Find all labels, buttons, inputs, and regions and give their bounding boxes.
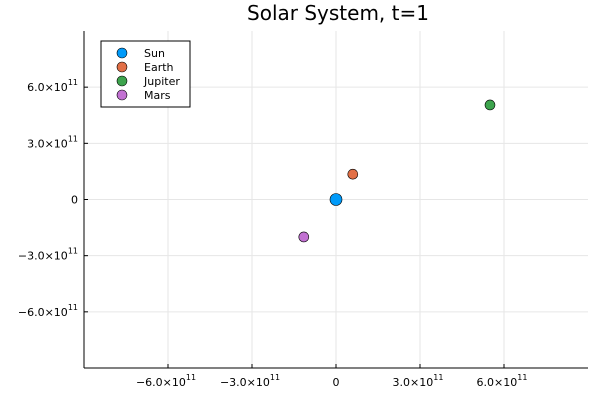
x-tick-label-mantissa: 3.0×10 xyxy=(393,376,434,389)
legend-box xyxy=(100,40,191,108)
points-layer xyxy=(298,99,496,243)
x-tick-label: 0 xyxy=(333,376,340,389)
x-tick-label: −6.0×1011 xyxy=(136,373,196,389)
x-tick-label-exponent: 11 xyxy=(270,373,280,382)
y-tick-label-exponent: 11 xyxy=(68,78,78,87)
x-tick-label: 6.0×1011 xyxy=(477,373,528,389)
legend-marker-jupiter xyxy=(116,75,128,87)
ticks-layer: −6.0×1011 −3.0×1011 0 3.0×1011 6.0×10116.0×1… xyxy=(18,78,528,389)
x-tick-label-exponent: 11 xyxy=(433,373,443,382)
legend-marker-earth xyxy=(116,61,128,73)
legend-label-jupiter: Jupiter xyxy=(143,75,180,88)
chart-title: Solar System, t=1 xyxy=(247,1,429,25)
legend-label-sun: Sun xyxy=(144,47,165,60)
y-tick-label-exponent: 11 xyxy=(68,247,78,256)
y-tick-label-mantissa: −3.0×10 xyxy=(18,250,68,263)
x-tick-label-mantissa: −6.0×10 xyxy=(136,376,186,389)
y-tick-label: −3.0×1011 xyxy=(18,247,78,263)
x-tick-label-mantissa: 0 xyxy=(333,376,340,389)
y-tick-label: −6.0×1011 xyxy=(18,303,78,319)
x-tick-label-exponent: 11 xyxy=(517,373,527,382)
y-tick-label-mantissa: 0 xyxy=(71,194,78,207)
point-sun xyxy=(329,193,343,206)
y-tick-label-mantissa: −6.0×10 xyxy=(18,306,68,319)
x-tick-label-mantissa: −3.0×10 xyxy=(220,376,270,389)
y-tick-label: 6.0×1011 xyxy=(27,78,78,94)
legend-marker-mars xyxy=(116,89,128,101)
y-tick-label-mantissa: 3.0×10 xyxy=(27,137,68,150)
y-tick-label: 0 xyxy=(71,194,78,207)
point-earth xyxy=(347,168,359,180)
y-tick-label-mantissa: 6.0×10 xyxy=(27,81,68,94)
x-tick-label: 3.0×1011 xyxy=(393,373,444,389)
x-tick-label-exponent: 11 xyxy=(186,373,196,382)
x-tick-label: −3.0×1011 xyxy=(220,373,280,389)
legend-label-earth: Earth xyxy=(144,61,174,74)
y-tick-label-exponent: 11 xyxy=(68,134,78,143)
point-jupiter xyxy=(484,99,496,111)
legend-marker-sun xyxy=(116,47,128,59)
x-tick-label-mantissa: 6.0×10 xyxy=(477,376,518,389)
y-tick-label-exponent: 11 xyxy=(68,303,78,312)
legend-label-mars: Mars xyxy=(144,89,171,102)
y-tick-label: 3.0×1011 xyxy=(27,134,78,150)
point-mars xyxy=(298,231,310,243)
